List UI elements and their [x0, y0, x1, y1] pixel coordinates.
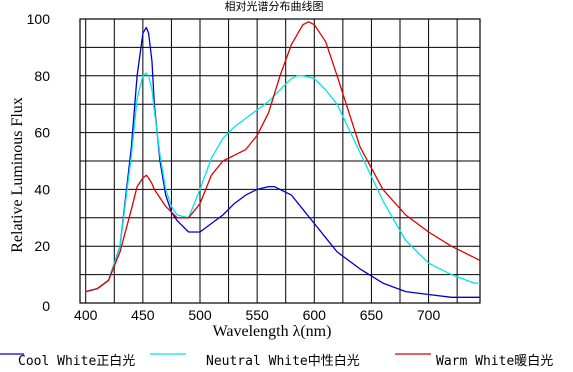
x-tick-label: 500 [188, 307, 212, 323]
x-tick-label: 550 [245, 307, 269, 323]
series-line-2 [85, 21, 481, 293]
grid-lines [80, 19, 480, 303]
chart-title: 相对光谱分布曲线图 [225, 0, 324, 13]
x-tick-label: 600 [303, 307, 327, 323]
y-axis-label: Relative Luminous Flux [9, 97, 26, 253]
y-tick-label: 80 [34, 68, 50, 84]
y-tick-label: 40 [34, 181, 50, 197]
legend: Cool White正白光 Neutral White中性白光 Warm White… [0, 353, 553, 369]
series-line-1 [85, 72, 480, 293]
x-tick-label: 400 [74, 307, 98, 323]
y-tick-label: 0 [42, 298, 50, 314]
x-tick-label: 650 [360, 307, 384, 323]
axis-ticks: 400 450 500 550 600 650 700 0 20 40 60 80 100 [27, 11, 441, 323]
series-line-0 [85, 26, 480, 298]
legend-label-2: Warm White暖白光 [436, 353, 553, 369]
plot-area-frame [79, 18, 481, 304]
legend-label-1: Neutral White中性白光 [206, 353, 360, 369]
x-tick-label: 450 [131, 307, 155, 323]
x-tick-label: 700 [417, 307, 441, 323]
y-tick-label: 100 [27, 11, 51, 27]
y-tick-label: 60 [34, 125, 50, 141]
x-axis-label: Wavelength λ(nm) [213, 323, 332, 340]
legend-label-0: Cool White正白光 [18, 353, 135, 369]
y-tick-label: 20 [34, 238, 50, 254]
series-lines [85, 21, 481, 298]
